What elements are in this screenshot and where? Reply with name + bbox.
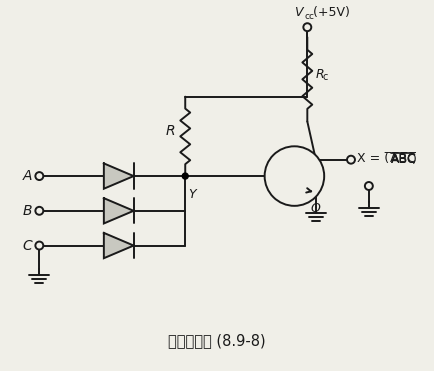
Circle shape: [35, 172, 43, 180]
Text: cc: cc: [304, 12, 314, 21]
Circle shape: [365, 182, 373, 190]
Text: R: R: [315, 68, 324, 81]
Circle shape: [265, 146, 324, 206]
Text: A: A: [23, 169, 33, 183]
Text: चित्र (8.9-8): चित्र (8.9-8): [168, 333, 266, 348]
Polygon shape: [104, 233, 134, 258]
Text: B: B: [23, 204, 33, 218]
Text: ̅A̅B̅C̅: ̅A̅B̅C̅: [391, 152, 417, 165]
Text: ABC: ABC: [391, 153, 416, 166]
Circle shape: [347, 156, 355, 164]
Text: Y: Y: [188, 188, 196, 201]
Text: (+5V): (+5V): [309, 6, 350, 19]
Polygon shape: [104, 198, 134, 223]
Text: C: C: [23, 239, 33, 253]
Text: ): ): [411, 153, 416, 166]
Text: R: R: [165, 124, 175, 138]
Text: ABC: ABC: [391, 153, 416, 166]
Circle shape: [182, 173, 188, 179]
Text: V: V: [294, 6, 302, 19]
Circle shape: [303, 23, 311, 31]
Text: X = (: X = (: [357, 152, 389, 165]
Text: Q: Q: [311, 201, 321, 214]
Polygon shape: [104, 163, 134, 189]
Text: c: c: [322, 72, 328, 82]
Circle shape: [35, 207, 43, 215]
Circle shape: [35, 242, 43, 250]
